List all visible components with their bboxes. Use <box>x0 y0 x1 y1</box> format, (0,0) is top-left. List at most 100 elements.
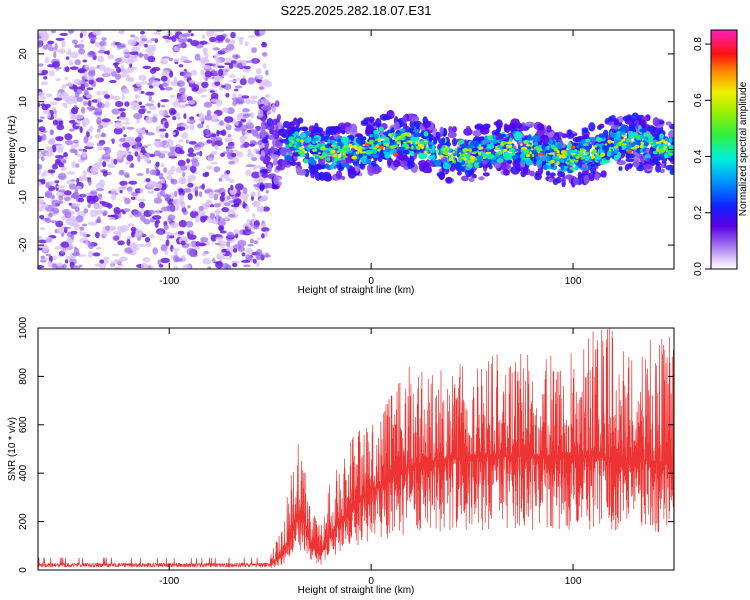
noise-blob <box>134 148 141 152</box>
signal-blob <box>643 163 653 170</box>
signal-blob <box>536 160 541 167</box>
noise-blob <box>228 79 238 83</box>
noise-blob <box>174 153 180 157</box>
noise-blob <box>45 93 53 98</box>
noise-blob <box>131 45 140 53</box>
signal-blob <box>541 145 545 150</box>
noise-blob <box>153 197 162 204</box>
signal-blob <box>390 127 395 134</box>
signal-hot <box>630 147 636 150</box>
noise-blob <box>64 77 69 80</box>
noise-blob <box>82 231 87 238</box>
signal-blob <box>549 138 553 144</box>
signal-blob <box>443 161 447 168</box>
signal-blob <box>410 161 415 168</box>
signal-blob <box>284 155 292 161</box>
noise-blob <box>216 129 220 137</box>
signal-hot <box>556 161 560 166</box>
colorbar-label: Normalized spectral amplitude <box>738 81 749 216</box>
noise-blob <box>148 209 155 215</box>
noise-blob <box>265 253 269 258</box>
signal-hot <box>414 141 420 145</box>
signal-blob <box>410 116 420 122</box>
signal-blob <box>508 123 518 129</box>
noise-blob <box>124 101 130 107</box>
noise-blob <box>54 66 62 70</box>
signal-blob <box>423 131 429 137</box>
signal-blob <box>639 128 647 133</box>
noise-blob <box>218 225 223 232</box>
noise-blob <box>232 93 237 98</box>
noise-blob <box>127 39 137 46</box>
noise-blob <box>39 116 45 119</box>
signal-hot <box>507 144 513 148</box>
onset-blob <box>259 184 265 191</box>
noise-blob <box>259 86 264 90</box>
signal-hot <box>453 159 456 164</box>
signal-blob <box>373 133 379 139</box>
noise-blob <box>177 82 181 86</box>
noise-blob <box>245 60 254 63</box>
signal-blob <box>670 155 674 161</box>
signal-blob <box>302 126 309 132</box>
noise-blob <box>49 220 58 224</box>
signal-blob <box>520 152 526 160</box>
noise-blob <box>241 95 250 99</box>
noise-blob <box>239 135 246 143</box>
signal-hot <box>337 145 341 150</box>
noise-blob <box>211 113 219 122</box>
noise-blob <box>206 109 212 116</box>
noise-blob <box>161 82 169 87</box>
signal-hot <box>545 152 548 156</box>
signal-hot <box>649 141 653 144</box>
noise-blob <box>110 158 114 165</box>
onset-blob <box>273 174 279 185</box>
signal-hot <box>368 152 374 154</box>
noise-blob <box>68 60 74 66</box>
signal-blob <box>606 151 612 157</box>
noise-blob <box>138 108 146 115</box>
y-tick-label: -10 <box>18 190 29 205</box>
signal-blob <box>597 148 602 154</box>
noise-blob <box>83 208 89 214</box>
noise-blob <box>123 184 128 190</box>
signal-hot <box>311 148 318 152</box>
signal-hot <box>361 151 366 154</box>
noise-blob <box>94 162 105 166</box>
noise-blob <box>78 148 86 152</box>
noise-blob <box>225 38 230 43</box>
signal-hot <box>345 156 348 158</box>
noise-blob <box>246 219 251 226</box>
onset-blob <box>264 146 269 155</box>
noise-blob <box>139 187 144 194</box>
noise-blob <box>140 208 144 213</box>
noise-blob <box>162 70 170 75</box>
noise-blob <box>87 70 96 77</box>
noise-blob <box>218 216 222 221</box>
signal-hot <box>565 162 570 165</box>
signal-hot <box>420 144 425 150</box>
noise-blob <box>135 136 142 143</box>
noise-blob <box>172 100 181 108</box>
noise-blob <box>99 64 106 71</box>
signal-blob <box>373 129 381 135</box>
signal-blob <box>665 121 672 126</box>
noise-blob <box>193 84 199 92</box>
signal-hot <box>308 144 311 148</box>
colorbar-tick-label: 0.0 <box>693 262 704 276</box>
signal-blob <box>402 143 408 147</box>
noise-blob <box>181 33 191 38</box>
signal-blob <box>581 127 589 133</box>
noise-blob <box>108 216 115 221</box>
signal-blob <box>663 158 668 162</box>
signal-hot <box>447 148 450 151</box>
noise-blob <box>79 126 83 134</box>
onset-blob <box>261 138 269 144</box>
noise-blob <box>204 114 213 121</box>
signal-blob <box>324 163 330 170</box>
signal-hot <box>408 140 413 143</box>
noise-blob <box>198 57 208 63</box>
signal-hot <box>320 146 326 149</box>
noise-blob <box>63 196 71 202</box>
noise-blob <box>189 123 195 131</box>
